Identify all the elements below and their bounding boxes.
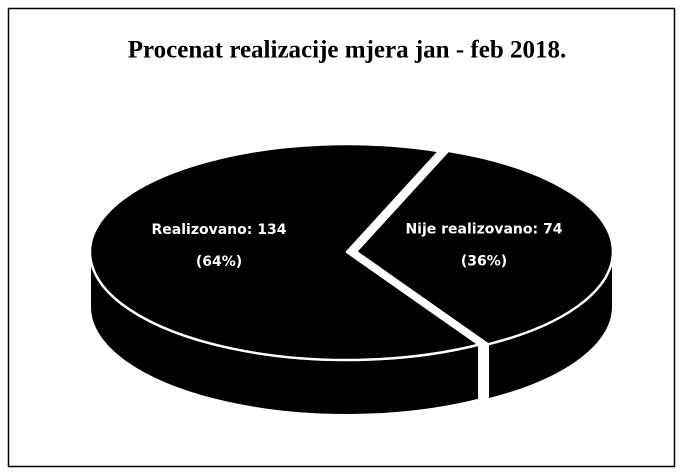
percent-label: (36%)	[461, 254, 507, 270]
percent-label: (64%)	[196, 254, 242, 270]
slice	[354, 149, 615, 346]
slice	[88, 142, 481, 362]
data-label: Realizovano: 134	[152, 222, 287, 238]
chart-title: Procenat realizacije mjera jan - feb 201…	[128, 37, 567, 64]
data-label: Nije realizovano: 74	[405, 222, 562, 238]
